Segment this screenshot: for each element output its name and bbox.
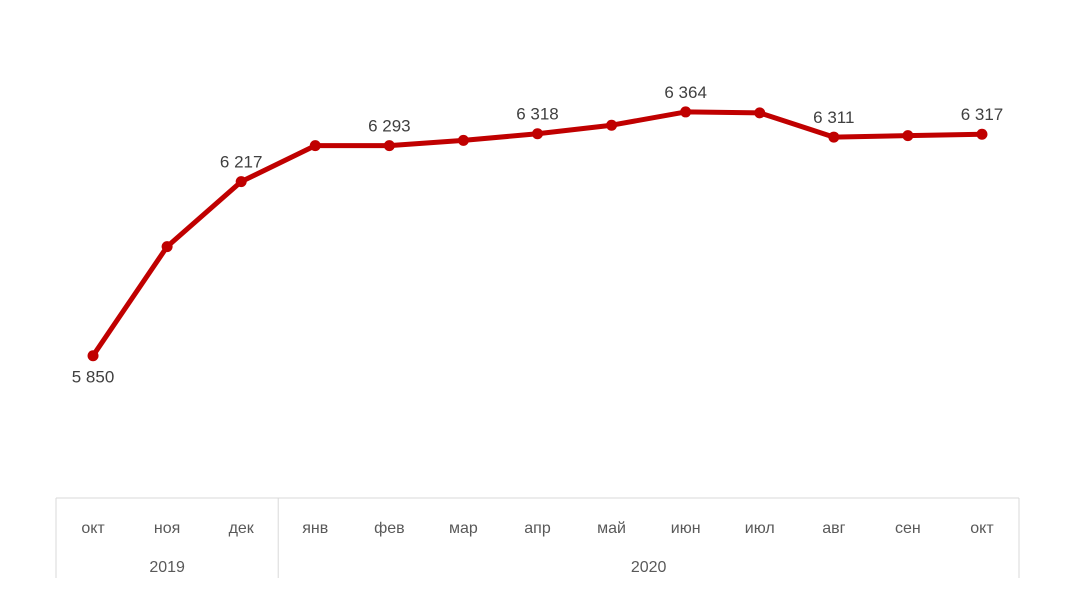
data-point-marker <box>680 106 692 118</box>
data-label: 6 217 <box>220 153 263 172</box>
data-point-marker <box>87 350 99 362</box>
month-tick-label: янв <box>302 520 328 537</box>
data-label: 6 364 <box>664 83 707 102</box>
data-point-marker <box>902 130 914 142</box>
data-point-marker <box>383 140 395 152</box>
data-point-marker <box>309 140 321 152</box>
data-point-marker <box>235 176 247 188</box>
data-label: 6 317 <box>961 105 1004 124</box>
year-group-label: 2020 <box>631 559 667 576</box>
month-tick-label: окт <box>970 520 994 537</box>
data-point-marker <box>532 128 543 140</box>
series-line <box>90 109 985 359</box>
data-label: 5 850 <box>72 368 115 387</box>
data-label: 6 318 <box>516 105 559 124</box>
month-tick-label: сен <box>895 520 921 537</box>
month-tick-label: апр <box>524 520 551 537</box>
month-tick-label: дек <box>229 520 255 537</box>
series-layer <box>87 106 988 362</box>
data-label-layer: 5 850 6 217 6 293 6 318 6 364 6 311 6 317 <box>72 83 1003 387</box>
month-tick-label: ноя <box>154 520 180 537</box>
data-point-marker <box>976 128 988 140</box>
data-point-marker <box>828 131 840 143</box>
data-label: 6 311 <box>813 108 854 127</box>
month-tick-label: июн <box>671 520 701 537</box>
data-point-marker <box>457 134 469 146</box>
month-tick-label: окт <box>81 520 105 537</box>
data-point-marker <box>606 119 618 131</box>
category-axis: 2019 2020 окт ноя дек янв фев мар апр май июн июл ав… <box>55 497 1020 578</box>
month-tick-label: мар <box>449 520 478 537</box>
month-tick-label: авг <box>822 520 845 537</box>
data-point-marker <box>754 107 766 119</box>
data-point-marker <box>161 241 173 253</box>
month-tick-label: фев <box>374 520 405 537</box>
data-label: 6 293 <box>368 117 411 136</box>
month-tick-label: июл <box>745 520 775 537</box>
year-group-label: 2019 <box>149 559 185 576</box>
month-tick-label: май <box>597 520 626 537</box>
